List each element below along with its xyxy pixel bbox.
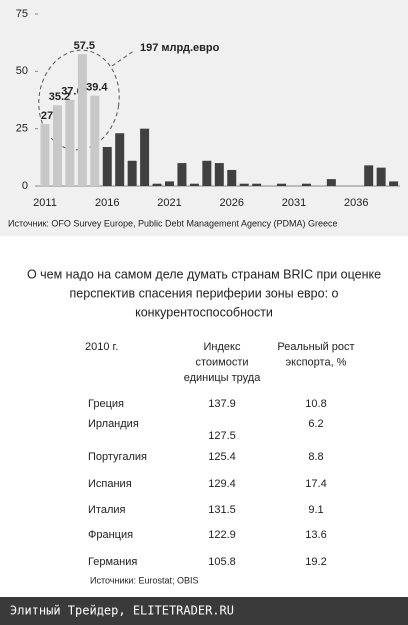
- bar: [90, 95, 100, 186]
- bar: [252, 183, 262, 186]
- table-cell: Греция: [88, 398, 124, 410]
- bar: [177, 163, 187, 186]
- footer: Элитный Трейдер, ELITETRADER.RU: [10, 604, 234, 618]
- table-cell: Ирландия: [88, 418, 139, 430]
- heading-line: конкурентоспособности: [135, 305, 273, 319]
- data-label: 35.2: [49, 91, 70, 103]
- table-cell: Франция: [88, 529, 133, 541]
- x-tick-label: 2026: [220, 197, 244, 209]
- table-header: Реальный рост: [277, 341, 354, 353]
- table-cell: 122.9: [208, 529, 236, 541]
- table-cell: Германия: [88, 556, 137, 568]
- table-header: Индекс: [204, 341, 241, 353]
- x-tick-label: 2021: [157, 197, 181, 209]
- bar: [364, 165, 374, 186]
- y-tick-label: 50: [16, 65, 28, 77]
- table-cell: Италия: [88, 504, 126, 516]
- table-cell: 131.5: [208, 504, 236, 516]
- bar: [376, 167, 386, 186]
- table-cell: 9.1: [308, 504, 323, 516]
- y-tick-label: 25: [16, 123, 28, 135]
- heading-line: перспектив спасения периферии зоны евро:…: [70, 286, 339, 300]
- table-cell: 125.4: [208, 451, 236, 463]
- bar: [127, 160, 137, 186]
- table-cell: 10.8: [305, 398, 326, 410]
- bar: [202, 160, 212, 186]
- bar: [65, 99, 75, 186]
- table-cell: Испания: [88, 478, 132, 490]
- table-header: 2010 г.: [85, 341, 118, 353]
- table-cell: 17.4: [305, 478, 326, 490]
- table-cell: 19.2: [305, 556, 326, 568]
- table-source: Источники: Eurostat; OBIS: [90, 575, 198, 585]
- data-label: 39.4: [86, 82, 108, 94]
- table-cell: 6.2: [308, 418, 323, 430]
- table-cell: 129.4: [208, 478, 236, 490]
- bar: [40, 124, 50, 186]
- table-cell: 137.9: [208, 398, 236, 410]
- bar: [165, 181, 174, 186]
- data-label: 27: [41, 110, 53, 122]
- bar: [214, 163, 224, 186]
- data-label: 37.6: [61, 86, 82, 98]
- table-cell: 105.8: [208, 556, 236, 568]
- annotation: 197 млрд.евро: [140, 42, 220, 54]
- annotation-pointer: [111, 49, 136, 67]
- bar: [115, 133, 125, 186]
- table-header: стоимости: [195, 356, 248, 368]
- x-tick-label: 2031: [282, 197, 306, 209]
- bar: [77, 54, 87, 187]
- x-tick-label: 2016: [95, 197, 119, 209]
- bar: [140, 128, 150, 186]
- chart-source: Источник: OFO Survey Europe, Public Debt…: [8, 218, 338, 228]
- table-cell: 13.6: [305, 529, 326, 541]
- bar: [277, 183, 287, 186]
- x-tick-label: 2011: [33, 197, 57, 209]
- table-cell: 8.8: [308, 451, 323, 463]
- bar: [152, 183, 162, 186]
- table-header: единицы труда: [184, 372, 262, 384]
- bar: [102, 147, 112, 186]
- x-tick-label: 2036: [344, 197, 368, 209]
- data-label: 57.5: [74, 40, 95, 52]
- y-tick-label: 75: [16, 8, 28, 20]
- y-tick-label: 0: [22, 180, 28, 192]
- heading-line: О чем надо на самом деле думать странам …: [27, 267, 381, 281]
- table-header: экспорта, %: [286, 356, 347, 368]
- bar: [52, 105, 62, 186]
- table-cell: Португалия: [88, 451, 147, 463]
- bar: [389, 181, 399, 186]
- bar: [301, 183, 311, 186]
- footer-bar: [0, 597, 408, 625]
- bar: [189, 183, 199, 186]
- bar: [239, 183, 249, 186]
- table-cell: 127.5: [208, 430, 236, 442]
- bar: [326, 179, 336, 186]
- bar: [227, 169, 237, 186]
